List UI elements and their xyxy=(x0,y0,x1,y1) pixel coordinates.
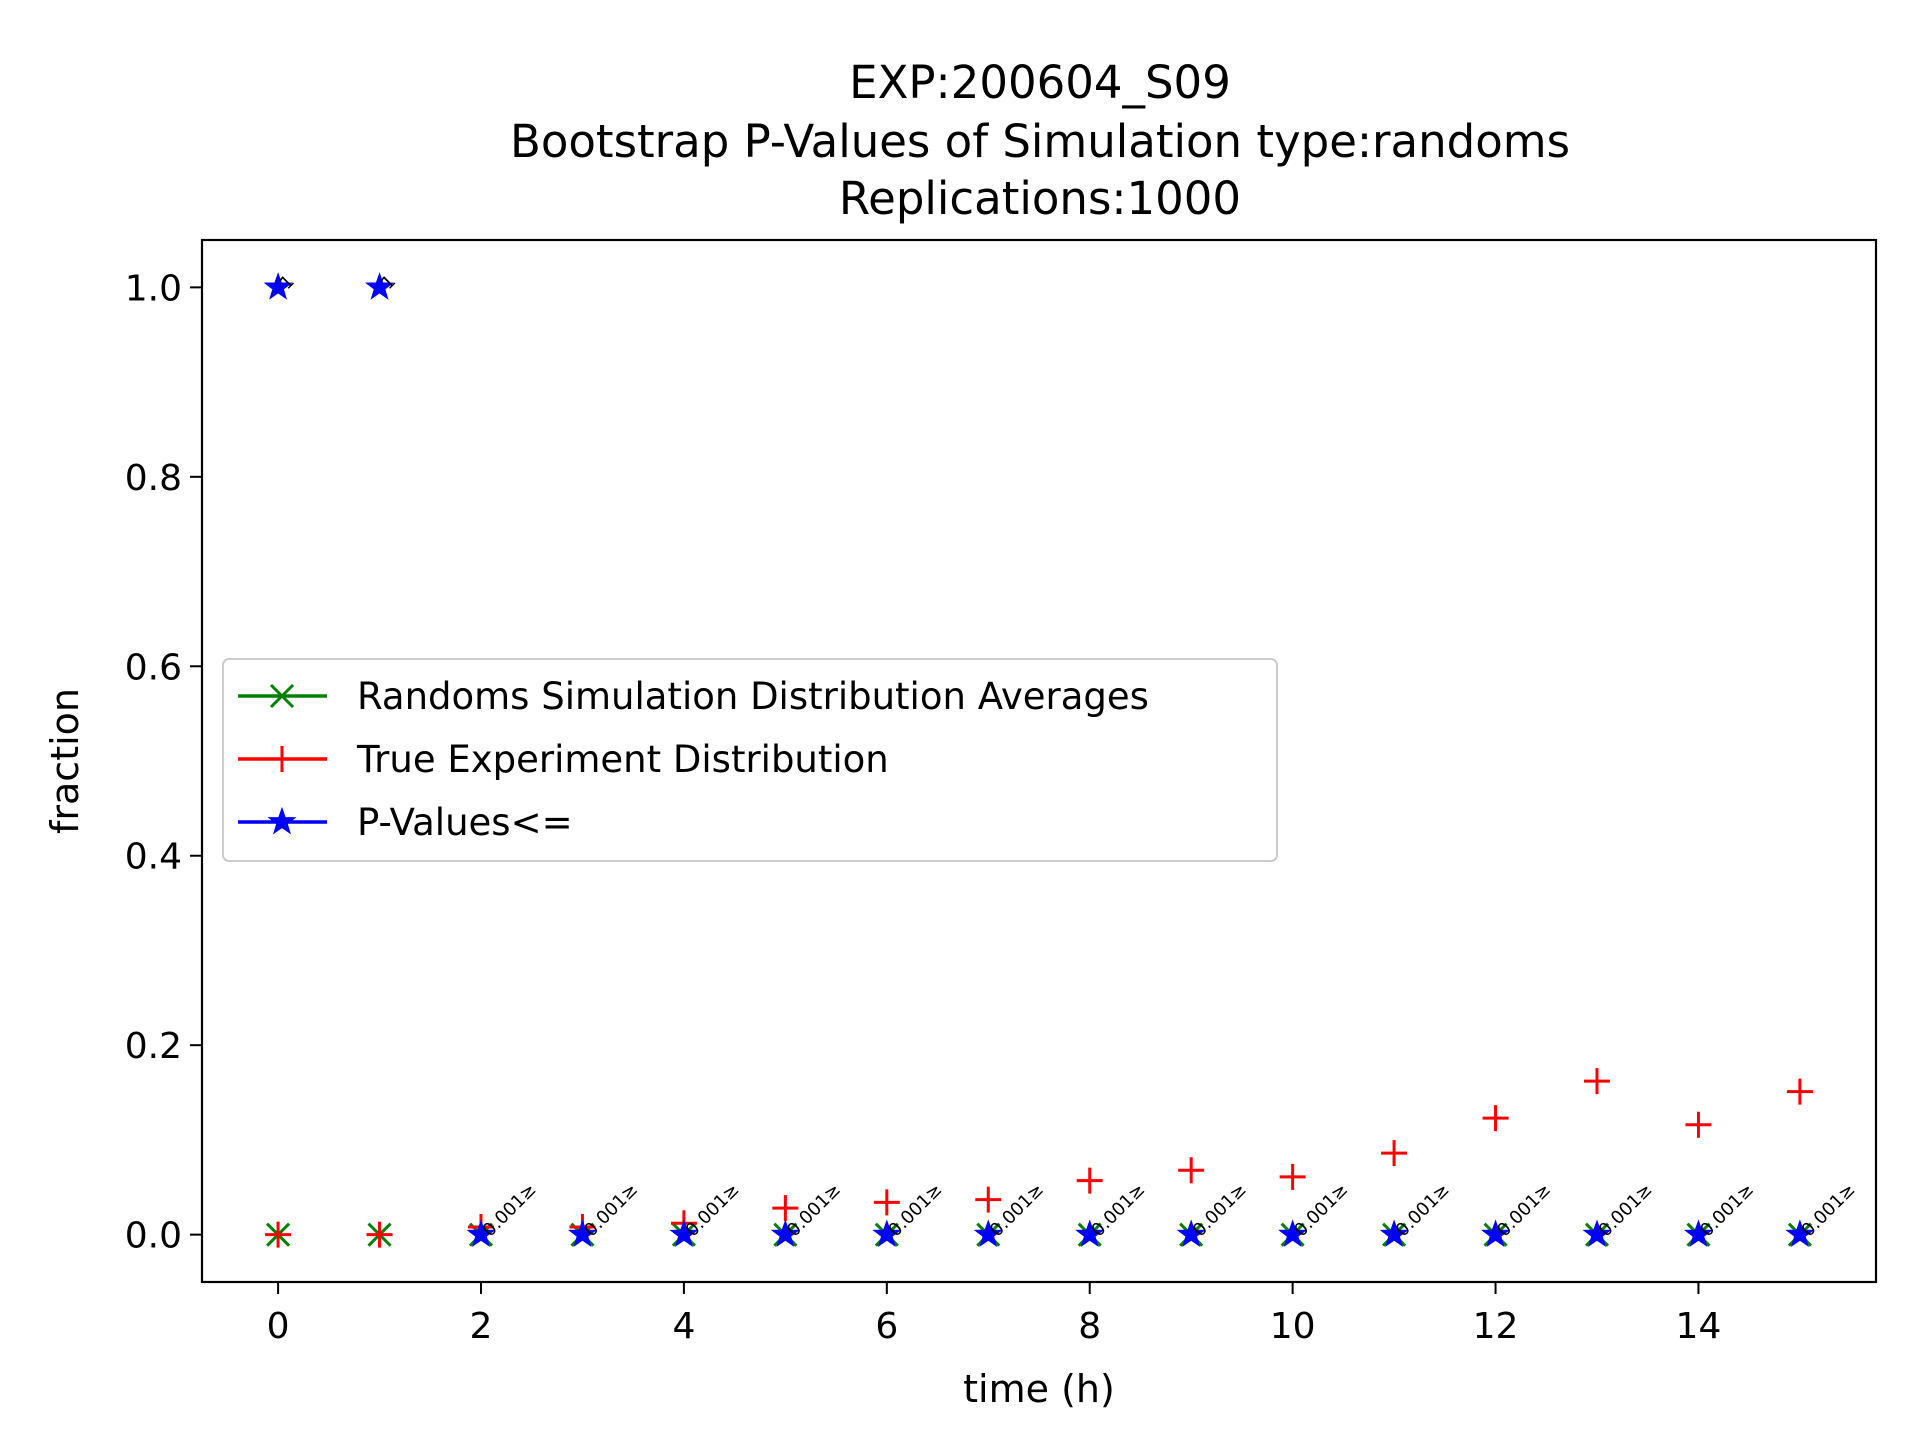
data-series xyxy=(263,272,1815,1248)
p-value-annotation: 0.001≥ xyxy=(783,1179,845,1241)
data-point xyxy=(1076,1167,1103,1194)
data-point xyxy=(1683,1219,1713,1247)
legend-label: P-Values<= xyxy=(357,801,573,844)
x-tick-label: 0 xyxy=(267,1306,290,1347)
y-tick-label: 0.6 xyxy=(125,647,182,688)
p-value-annotation: 0.001≥ xyxy=(479,1179,541,1241)
x-tick-label: 12 xyxy=(1473,1306,1519,1347)
data-point xyxy=(975,1186,1002,1213)
p-value-annotation: 0.001≥ xyxy=(1595,1179,1657,1241)
x-axis: 0 2 4 6 8 10 12 14 xyxy=(267,1282,1722,1347)
series-2 xyxy=(263,272,1815,1247)
data-point xyxy=(973,1219,1003,1247)
x-axis-label: time (h) xyxy=(963,1367,1115,1411)
chart-title: EXP:200604_S09 Bootstrap P-Values of Sim… xyxy=(510,56,1570,225)
data-point xyxy=(265,1221,292,1248)
y-tick-label: 0.8 xyxy=(125,458,182,499)
p-value-annotation: 0.001≥ xyxy=(986,1179,1048,1241)
plot-area xyxy=(200,238,1878,1284)
legend-item: True Experiment Distribution xyxy=(238,738,889,781)
x-tick-label: 8 xyxy=(1078,1306,1101,1347)
legend-item: Randoms Simulation Distribution Averages xyxy=(238,675,1149,718)
data-point xyxy=(1381,1140,1408,1167)
p-value-annotation: 0.001≥ xyxy=(1696,1179,1758,1241)
p-value-annotation: 0.001≥ xyxy=(1392,1179,1454,1241)
data-point xyxy=(1075,1219,1105,1247)
legend-label: Randoms Simulation Distribution Averages xyxy=(357,675,1149,718)
title-line-1: EXP:200604_S09 xyxy=(849,56,1231,109)
data-point xyxy=(1482,1105,1509,1132)
data-point xyxy=(366,1221,393,1248)
legend-item: P-Values<= xyxy=(238,801,573,844)
data-point xyxy=(1584,1068,1610,1095)
y-axis: 0.0 0.2 0.4 0.6 0.8 1.0 xyxy=(125,268,202,1257)
data-point xyxy=(772,1195,799,1222)
x-tick-label: 6 xyxy=(875,1306,898,1347)
p-value-annotation: 0.001≥ xyxy=(1087,1179,1149,1241)
data-point xyxy=(1582,1219,1612,1247)
data-point xyxy=(669,1219,699,1247)
x-tick-label: 10 xyxy=(1270,1306,1316,1347)
x-tick-label: 4 xyxy=(672,1306,695,1347)
title-line-2: Bootstrap P-Values of Simulation type:ra… xyxy=(510,115,1570,168)
data-point xyxy=(1279,1163,1306,1190)
series-1 xyxy=(265,1068,1813,1248)
data-point xyxy=(1278,1219,1308,1247)
data-point xyxy=(1685,1111,1712,1138)
data-point xyxy=(1786,1078,1813,1105)
y-tick-label: 1.0 xyxy=(125,268,182,309)
x-tick-label: 14 xyxy=(1676,1306,1722,1347)
data-point xyxy=(466,1219,496,1247)
data-point xyxy=(1785,1219,1815,1247)
data-point xyxy=(872,1219,902,1247)
data-point xyxy=(873,1189,900,1216)
data-point xyxy=(263,272,293,300)
p-value-annotation: 0.001≥ xyxy=(1189,1179,1251,1241)
legend-label: True Experiment Distribution xyxy=(356,738,889,781)
data-point xyxy=(770,1219,800,1247)
p-value-annotation: 0.001≥ xyxy=(580,1179,642,1241)
p-value-annotation: 0.001≥ xyxy=(682,1179,744,1241)
p-value-annotation: 0.001≥ xyxy=(1290,1179,1352,1241)
legend-frame xyxy=(222,658,1278,862)
p-value-annotation: 0.001≥ xyxy=(1798,1179,1860,1241)
p-value-annotation: 0.001≥ xyxy=(884,1179,946,1241)
y-tick-label: 0.2 xyxy=(125,1026,182,1067)
y-tick-label: 0.0 xyxy=(125,1216,182,1257)
data-point xyxy=(1176,1219,1206,1247)
data-point xyxy=(1379,1219,1409,1247)
y-axis-label: fraction xyxy=(43,688,87,834)
data-point xyxy=(1178,1157,1205,1184)
legend: Randoms Simulation Distribution Averages… xyxy=(222,658,1278,862)
data-point xyxy=(567,1219,597,1247)
data-point xyxy=(365,272,395,300)
data-point xyxy=(1481,1219,1511,1247)
legend-marker xyxy=(267,806,297,835)
y-tick-label: 0.4 xyxy=(125,837,182,878)
legend-marker xyxy=(269,746,295,772)
p-value-annotation: 0.001≥ xyxy=(1493,1179,1555,1241)
legend-marker xyxy=(269,683,295,709)
x-tick-label: 2 xyxy=(470,1306,493,1347)
title-line-3: Replications:1000 xyxy=(839,172,1241,225)
